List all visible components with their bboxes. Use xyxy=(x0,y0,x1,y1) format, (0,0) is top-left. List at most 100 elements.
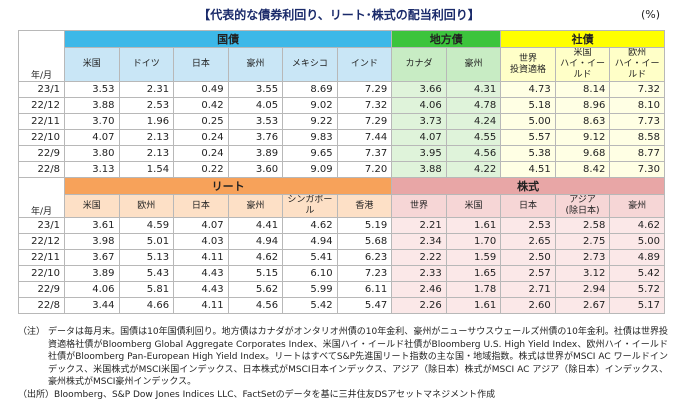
value-cell: 5.72 xyxy=(609,281,665,298)
value-cell: 3.76 xyxy=(227,129,284,146)
column-header: 日本 xyxy=(173,47,229,82)
value-cell: 9.83 xyxy=(282,129,338,146)
value-cell: 3.95 xyxy=(391,145,447,162)
value-cell: 5.42 xyxy=(282,297,338,314)
value-cell: 8.42 xyxy=(554,161,611,178)
data-row: 22/9 4.06 5.81 4.43 5.62 5.99 6.11 2.46 1.78 2.71… xyxy=(18,281,665,298)
value-cell: 3.12 xyxy=(554,265,611,282)
column-header: 米国 ハイ・イールド xyxy=(554,47,611,82)
row-label: 23/1 xyxy=(18,81,65,98)
value-cell: 4.56 xyxy=(445,145,502,162)
value-cell: 2.22 xyxy=(391,249,447,266)
column-header: 豪州 xyxy=(227,47,284,82)
value-cell: 3.61 xyxy=(64,217,120,234)
value-cell: 4.43 xyxy=(173,265,229,282)
value-cell: 5.38 xyxy=(500,145,556,162)
value-cell: 8.96 xyxy=(554,97,611,114)
value-cell: 4.07 xyxy=(391,129,447,146)
value-cell: 3.53 xyxy=(227,113,284,130)
value-cell: 4.22 xyxy=(445,161,502,178)
value-cell: 7.73 xyxy=(609,113,665,130)
column-header: 日本 xyxy=(173,194,229,218)
value-cell: 7.30 xyxy=(609,161,665,178)
value-cell: 3.13 xyxy=(64,161,120,178)
value-cell: 5.13 xyxy=(118,249,175,266)
value-cell: 4.94 xyxy=(282,233,338,250)
value-cell: 5.18 xyxy=(500,97,556,114)
row-label: 22/9 xyxy=(18,145,65,162)
value-cell: 4.07 xyxy=(173,217,229,234)
value-cell: 3.60 xyxy=(227,161,284,178)
value-cell: 5.57 xyxy=(500,129,556,146)
value-cell: 8.10 xyxy=(609,97,665,114)
value-cell: 0.24 xyxy=(173,129,229,146)
value-cell: 0.42 xyxy=(173,97,229,114)
data-row: 22/11 3.70 1.96 0.25 3.53 9.22 7.29 3.73 4.24 5.0… xyxy=(18,113,665,130)
value-cell: 2.34 xyxy=(391,233,447,250)
value-cell: 3.44 xyxy=(64,297,120,314)
value-cell: 2.58 xyxy=(554,217,611,234)
column-header: アジア (除日本) xyxy=(554,194,611,218)
value-cell: 4.07 xyxy=(64,129,120,146)
group-header: 地方債 xyxy=(391,30,502,48)
value-cell: 4.11 xyxy=(173,249,229,266)
column-header: インド xyxy=(336,47,393,82)
data-row: 22/10 4.07 2.13 0.24 3.76 9.83 7.44 4.07 4.55 5.5… xyxy=(18,129,665,146)
value-cell: 4.31 xyxy=(445,81,502,98)
value-cell: 5.17 xyxy=(609,297,665,314)
group-header: リート xyxy=(63,177,393,195)
row-label: 22/12 xyxy=(18,233,65,250)
value-cell: 3.88 xyxy=(391,161,447,178)
row-label: 22/8 xyxy=(18,297,65,314)
value-cell: 3.73 xyxy=(391,113,447,130)
value-cell: 9.68 xyxy=(554,145,611,162)
value-cell: 2.46 xyxy=(391,281,447,298)
source: （出所）Bloomberg、S&P Dow Jones Indices LLC、… xyxy=(18,389,496,400)
value-cell: 3.70 xyxy=(64,113,120,130)
value-cell: 2.57 xyxy=(500,265,556,282)
value-cell: 4.59 xyxy=(118,217,175,234)
group-row: 年/月 国債 地方債 社債 xyxy=(18,30,665,82)
value-cell: 5.62 xyxy=(227,281,284,298)
value-cell: 2.21 xyxy=(391,217,447,234)
value-cell: 2.26 xyxy=(391,297,447,314)
corner: 年/月 xyxy=(18,177,65,218)
value-cell: 5.81 xyxy=(118,281,175,298)
column-header: 世界 xyxy=(391,194,447,218)
column-header: 欧州 xyxy=(118,194,175,218)
value-cell: 3.53 xyxy=(64,81,120,98)
value-cell: 5.01 xyxy=(118,233,175,250)
value-cell: 7.29 xyxy=(336,113,393,130)
value-cell: 4.11 xyxy=(173,297,229,314)
value-cell: 3.89 xyxy=(227,145,284,162)
value-cell: 4.62 xyxy=(609,217,665,234)
value-cell: 4.62 xyxy=(282,217,338,234)
value-cell: 3.89 xyxy=(64,265,120,282)
value-cell: 6.10 xyxy=(282,265,338,282)
data-row: 22/11 3.67 5.13 4.11 4.62 5.41 6.23 2.22 1.59 2.5… xyxy=(18,249,665,266)
value-cell: 1.78 xyxy=(445,281,502,298)
value-cell: 4.05 xyxy=(227,97,284,114)
group-header: 社債 xyxy=(500,30,665,48)
value-cell: 1.70 xyxy=(445,233,502,250)
value-cell: 7.44 xyxy=(336,129,393,146)
value-cell: 3.66 xyxy=(391,81,447,98)
value-cell: 4.41 xyxy=(227,217,284,234)
unit: (%) xyxy=(640,8,660,21)
value-cell: 4.73 xyxy=(500,81,556,98)
value-cell: 5.00 xyxy=(500,113,556,130)
value-cell: 7.20 xyxy=(336,161,393,178)
value-cell: 2.31 xyxy=(118,81,175,98)
value-cell: 2.33 xyxy=(391,265,447,282)
value-cell: 3.55 xyxy=(227,81,284,98)
data-row: 22/8 3.13 1.54 0.22 3.60 9.09 7.20 3.88 4.22 4.51… xyxy=(18,161,665,178)
value-cell: 4.06 xyxy=(391,97,447,114)
value-cell: 5.19 xyxy=(336,217,393,234)
value-cell: 1.96 xyxy=(118,113,175,130)
value-cell: 5.43 xyxy=(118,265,175,282)
row-label: 22/8 xyxy=(18,161,65,178)
group-header: 国債 xyxy=(63,30,393,48)
value-cell: 1.59 xyxy=(445,249,502,266)
data-row: 22/8 3.44 4.66 4.11 4.56 5.42 5.47 2.26 1.61 2.60… xyxy=(18,297,665,314)
